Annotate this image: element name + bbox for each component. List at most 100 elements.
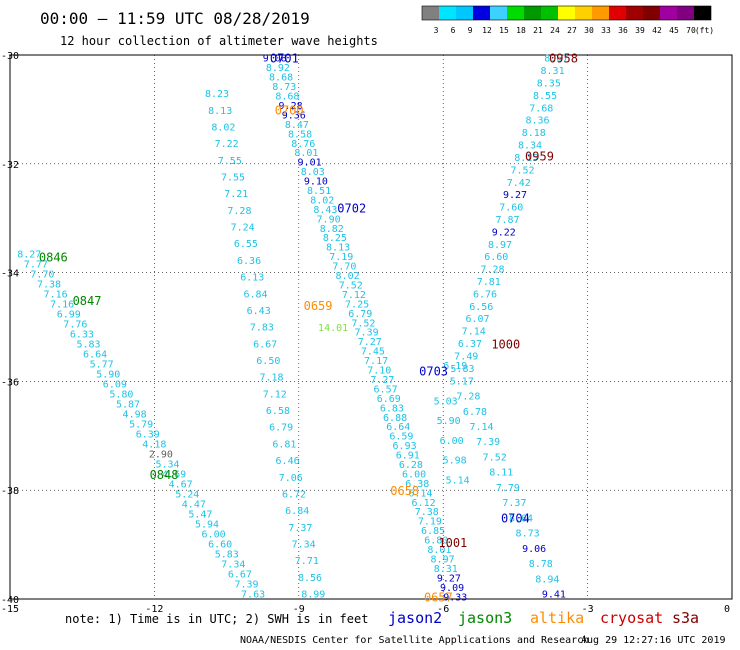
wave-height-value: 6.81 — [272, 439, 296, 450]
pass-time-label: 0703 — [419, 365, 448, 379]
wave-height-value: 7.39 — [234, 580, 258, 591]
wave-height-value: 6.93 — [393, 441, 417, 452]
wave-height-value: 7.76 — [63, 320, 87, 331]
wave-height-value: 7.70 — [332, 262, 356, 273]
wave-height-value: 9.01 — [298, 158, 322, 169]
wave-height-value: 6.00 — [202, 530, 226, 541]
scale-label: 6 — [451, 26, 456, 35]
wave-height-value: 6.56 — [469, 302, 493, 313]
wave-height-value: 5.87 — [116, 400, 140, 411]
wave-height-value: 8.01 — [427, 545, 451, 556]
wave-height-value: 7.55 — [221, 172, 245, 183]
wave-height-value: 6.28 — [399, 460, 423, 471]
legend-entry-cryosat: cryosat — [600, 609, 663, 627]
wave-height-value: 8.34 — [518, 141, 542, 152]
wave-height-value: 7.27 — [358, 337, 382, 348]
wave-height-value: 8.82 — [320, 224, 344, 235]
pass-time-label: 0846 — [39, 250, 68, 264]
wave-height-value: 5.77 — [90, 360, 114, 371]
wave-height-value: 8.11 — [489, 468, 513, 479]
wave-height-value: 6.79 — [348, 309, 372, 320]
y-tick-label: -34 — [1, 269, 19, 280]
wave-height-value: 7.55 — [218, 156, 242, 167]
wave-height-value: 6.72 — [282, 489, 306, 500]
wave-height-value: 6.14 — [408, 488, 432, 499]
wave-height-value: 8.31 — [434, 564, 458, 575]
wave-height-value: 7.52 — [483, 452, 507, 463]
wave-height-value: 8.25 — [323, 233, 347, 244]
wave-height-value: 8.68 — [275, 92, 299, 103]
map-grid — [10, 55, 732, 599]
scale-swatch — [456, 6, 473, 20]
axis-tick-labels: -15 -12 -9 -6 -3 0-30-32-34-36-38-40 — [1, 51, 730, 615]
wave-height-value: 6.88 — [383, 413, 407, 424]
wave-height-value: 4.47 — [182, 500, 206, 511]
wave-height-value: 8.36 — [526, 116, 550, 127]
wave-height-color-scale: 3 6 9 12 15 18 21 24 27 30 33 36 39 42 45 70 (ft) — [421, 5, 714, 35]
pass-time-label: 1001 — [438, 536, 467, 550]
wave-height-value: 5.14 — [446, 475, 470, 486]
wave-height-value: 8.78 — [529, 559, 553, 570]
wave-height-value: 7.87 — [495, 215, 519, 226]
wave-height-value: 8.02 — [336, 271, 360, 282]
wave-height-value: 8.15 — [514, 153, 538, 164]
wave-height-value: 5.90 — [96, 370, 120, 381]
wave-height-value: 8.13 — [326, 243, 350, 254]
scale-label: 33 — [601, 26, 611, 35]
scale-swatch — [592, 6, 609, 20]
wave-height-value: 6.55 — [234, 239, 258, 250]
scale-label: 21 — [533, 26, 543, 35]
scale-label: 9 — [468, 26, 473, 35]
wave-height-value: 8.58 — [288, 129, 312, 140]
scale-swatch — [626, 6, 643, 20]
wave-height-value: 7.52 — [510, 165, 534, 176]
scale-label: 36 — [618, 26, 628, 35]
x-tick-label: 0 — [724, 604, 730, 615]
wave-height-value: 7.52 — [339, 280, 363, 291]
wave-height-value: 6.99 — [57, 310, 81, 321]
pass-time-label: 0704 — [501, 511, 530, 525]
y-tick-label: -30 — [1, 51, 19, 62]
wave-height-value: 4.69 — [162, 470, 186, 481]
wave-height-value: 6.85 — [421, 526, 445, 537]
wave-height-value: 9.27 — [503, 190, 527, 201]
wave-height-value: 7.12 — [263, 389, 287, 400]
wave-height-value: 7.37 — [288, 523, 312, 534]
wave-height-value: 7.38 — [37, 280, 61, 291]
wave-height-value: 9.27 — [437, 573, 461, 584]
wave-height-value: 6.64 — [83, 350, 107, 361]
wave-height-value: 5.34 — [155, 460, 179, 471]
wave-height-value: 6.38 — [405, 479, 429, 490]
wave-height-value: 5.94 — [195, 520, 219, 531]
wave-height-value: 8.47 — [285, 120, 309, 131]
wave-height-value: 7.10 — [367, 366, 391, 377]
wave-height-value: 8.56 — [298, 573, 322, 584]
wave-height-value: 5.03 — [434, 396, 458, 407]
wave-height-value: 9.10 — [304, 177, 328, 188]
wave-height-value: 7.14 — [462, 327, 486, 338]
wave-height-value: 6.60 — [484, 252, 508, 263]
wave-height-value: 8.23 — [205, 89, 229, 100]
wave-height-value: 4.18 — [142, 440, 166, 451]
wave-height-value: 7.21 — [224, 189, 248, 200]
wave-height-value: 6.57 — [374, 384, 398, 395]
wave-height-value: 7.18 — [259, 373, 283, 384]
wave-height-value: 7.28 — [456, 392, 480, 403]
wave-height-value: 6.67 — [253, 339, 277, 350]
wave-height-value: 5.80 — [109, 390, 133, 401]
wave-height-value: 2.90 — [149, 450, 173, 461]
wave-height-value: 9.28 — [279, 101, 303, 112]
scale-swatch — [524, 6, 541, 20]
scale-swatch — [694, 6, 711, 20]
wave-height-value: 7.39 — [476, 437, 500, 448]
wave-height-value: 8.55 — [533, 91, 557, 102]
scale-swatch — [643, 6, 660, 20]
pass-time-label: 0658 — [390, 484, 419, 498]
wave-height-value: 6.00 — [402, 469, 426, 480]
map-subtitle: 12 hour collection of altimeter wave hei… — [60, 34, 378, 48]
wave-height-value: 7.38 — [415, 507, 439, 518]
wave-height-value: 7.81 — [477, 277, 501, 288]
map-title: 00:00 – 11:59 UTC 08/28/2019 — [40, 9, 310, 28]
wave-height-value: 6.33 — [70, 330, 94, 341]
